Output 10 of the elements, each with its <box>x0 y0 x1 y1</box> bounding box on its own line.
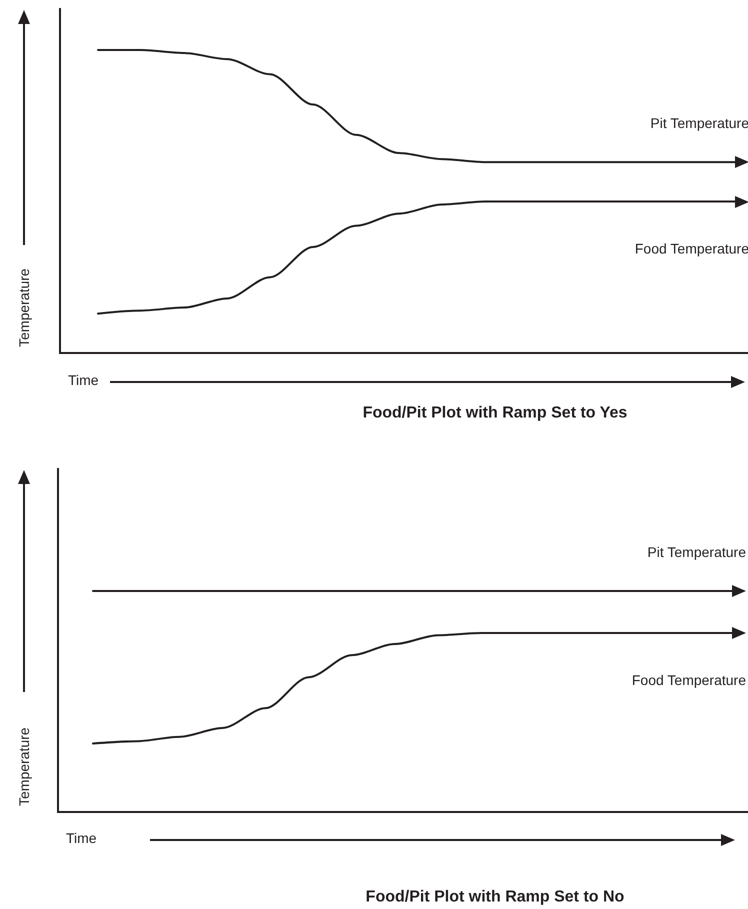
y-axis-title: Temperature <box>16 727 32 806</box>
x-axis-title: Time <box>66 830 97 846</box>
text: Pit Temperature <box>647 544 746 560</box>
text: Food/Pit Plot with Ramp Set to Yes <box>362 404 628 422</box>
text: Food Temperature <box>632 672 746 688</box>
text: Food/Pit Plot with Ramp Set to No <box>366 888 625 906</box>
x-axis-title: Time <box>68 372 99 388</box>
y-axis-title: Temperature <box>16 268 32 347</box>
text: Food Temperature <box>634 240 748 256</box>
text: Pit Temperature <box>650 115 748 132</box>
